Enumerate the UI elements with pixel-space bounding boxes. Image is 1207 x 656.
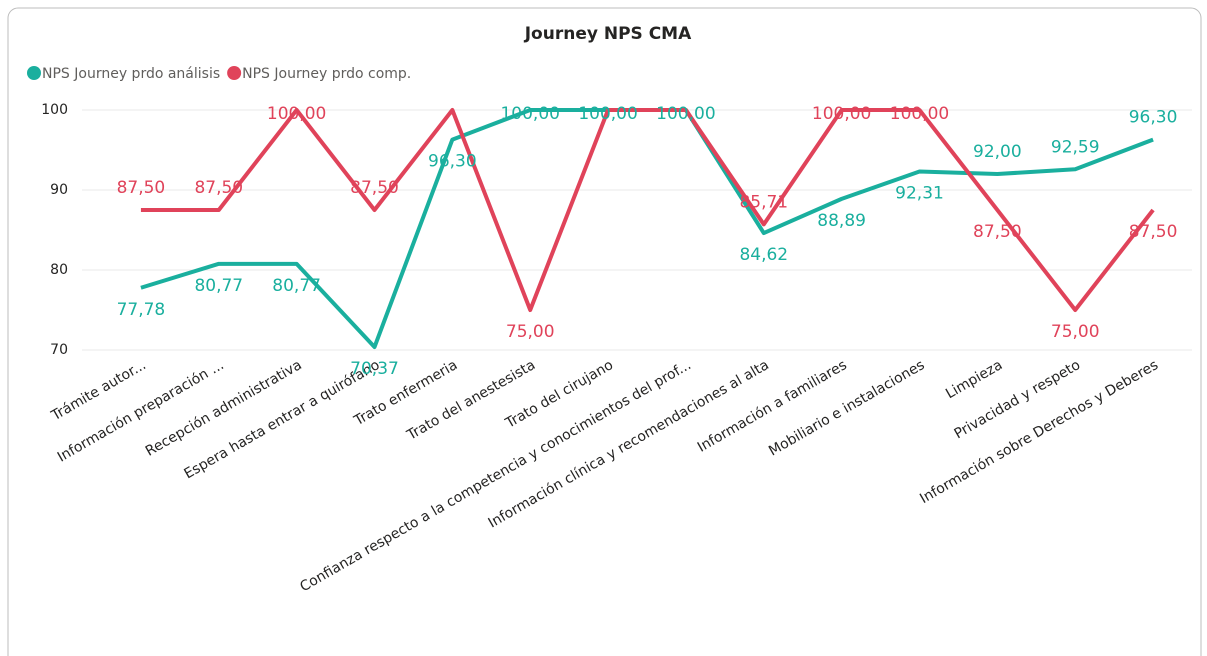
data-label: 75,00: [506, 322, 555, 342]
legend-marker: [227, 66, 242, 80]
data-label: 75,00: [1051, 322, 1100, 342]
series-line: [140, 108, 1155, 312]
y-tick-label: 90: [50, 182, 68, 198]
data-label: 87,50: [350, 178, 399, 198]
data-label: 87,50: [1129, 222, 1178, 242]
data-label: 80,77: [194, 276, 243, 296]
data-label: 87,50: [117, 178, 166, 198]
data-label: 96,30: [428, 152, 477, 172]
data-label: 100,00: [267, 104, 326, 124]
data-label: 100,00: [500, 104, 559, 124]
legend-marker: [27, 66, 41, 80]
data-label: 87,50: [973, 222, 1022, 242]
data-label: 84,62: [739, 245, 788, 265]
data-label: 100,00: [656, 104, 715, 124]
data-label: 80,77: [272, 276, 321, 296]
data-label: 87,50: [194, 178, 243, 198]
y-tick-label: 70: [50, 342, 68, 358]
legend-label: NPS Journey prdo análisis: [42, 66, 220, 82]
data-label: 85,71: [739, 192, 788, 212]
data-label: 100,00: [578, 104, 637, 124]
data-label: 70,37: [350, 359, 399, 379]
y-tick-label: 80: [50, 262, 68, 278]
data-label: 100,00: [812, 104, 871, 124]
data-label: 92,59: [1051, 137, 1100, 157]
data-label: 88,89: [817, 211, 866, 231]
data-label: 96,30: [1129, 108, 1178, 128]
y-tick-label: 100: [41, 102, 68, 118]
card: [7, 7, 1202, 656]
data-label: 77,78: [117, 300, 166, 320]
data-label: 92,31: [895, 184, 944, 204]
data-label: 100,00: [890, 104, 949, 124]
data-label: 92,00: [973, 142, 1022, 162]
legend-label: NPS Journey prdo comp.: [242, 66, 411, 82]
chart-title: Journey NPS CMA: [524, 24, 692, 44]
